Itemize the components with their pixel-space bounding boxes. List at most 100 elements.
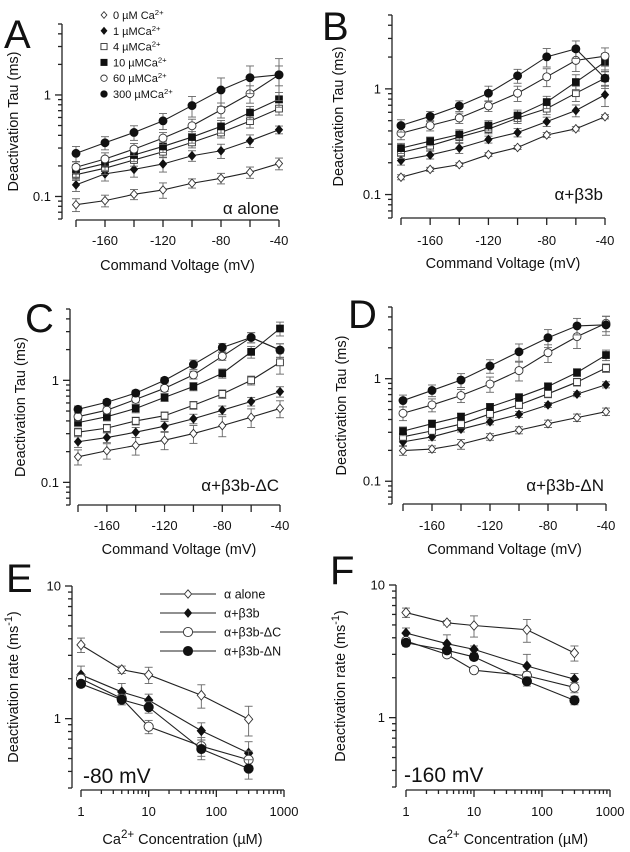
data-point — [398, 408, 408, 418]
panel-a: A 0.1 1 -160 -120 -80 -40 Command Voltage (mV) D… — [4, 13, 288, 274]
data-point — [601, 320, 611, 330]
legend-marker — [182, 626, 194, 638]
series-filled-circle — [396, 40, 610, 133]
data-point — [513, 71, 523, 81]
data-point — [513, 88, 523, 98]
legend-marker — [100, 74, 108, 82]
y-tick-label: 0.1 — [33, 189, 51, 204]
data-point — [572, 389, 582, 400]
panel-b: B 0.1 1 -160 -120 -80 -40 Command Voltage (mV) D… — [322, 5, 614, 272]
panel-annotation: α+β3b — [555, 185, 603, 204]
data-point — [196, 743, 207, 755]
legend-label: α+β3b-ΔN — [224, 645, 281, 659]
x-tick-label: -80 — [213, 518, 232, 533]
y-axis-title: Deactivation Tau (ms) — [331, 47, 347, 187]
data-point — [243, 763, 254, 774]
x-tick-label: -120 — [150, 233, 176, 248]
data-point — [276, 358, 284, 367]
series-filled-diamond — [396, 84, 610, 166]
series-line — [400, 116, 606, 178]
data-point — [486, 410, 494, 418]
data-point — [542, 72, 552, 82]
data-point — [399, 427, 407, 435]
data-point — [160, 383, 170, 393]
series-line — [77, 328, 281, 424]
series-line — [400, 61, 606, 149]
data-point — [514, 409, 524, 420]
data-point — [573, 378, 581, 386]
y-tick-label: 1 — [374, 81, 381, 96]
data-point — [441, 645, 452, 656]
data-point — [542, 116, 551, 127]
data-point — [425, 150, 435, 160]
data-point — [188, 133, 196, 141]
data-point — [274, 70, 284, 80]
legend-construct: α alone α+β3b α+β3b-ΔC α+β3b-ΔN — [160, 588, 281, 659]
series-open-square — [74, 352, 284, 438]
data-point — [484, 149, 493, 160]
data-point — [454, 101, 464, 111]
data-point — [514, 366, 524, 376]
data-point — [245, 167, 255, 178]
legend-label: α alone — [224, 588, 265, 602]
data-point — [73, 436, 83, 447]
y-tick-label: 0.1 — [41, 475, 59, 490]
data-point — [427, 400, 437, 410]
series-open-circle — [398, 315, 611, 422]
data-point — [158, 116, 168, 126]
series-filled-diamond — [73, 386, 285, 448]
y-axis-title: Deactivation Tau (ms) — [334, 336, 350, 476]
data-point — [116, 694, 127, 705]
data-point — [143, 669, 154, 681]
panel-annotation: α alone — [223, 199, 279, 218]
data-point — [569, 682, 580, 693]
data-point — [455, 130, 464, 139]
data-point — [398, 396, 408, 406]
data-point — [71, 148, 81, 158]
series-filled-circle — [75, 678, 254, 780]
series-filled-diamond — [398, 379, 611, 447]
x-tick-label: 100 — [531, 804, 553, 819]
data-point — [484, 121, 493, 130]
data-point — [100, 154, 110, 164]
data-point — [514, 425, 524, 436]
data-point — [442, 617, 452, 629]
data-point — [542, 130, 551, 140]
data-point — [275, 403, 285, 414]
data-point — [456, 439, 466, 450]
y-tick-label: 1 — [378, 710, 385, 725]
data-point — [216, 85, 226, 95]
y-tick-label: 10 — [371, 578, 385, 593]
data-point — [468, 651, 480, 662]
series-open-circle — [400, 635, 580, 694]
series-filled-square — [397, 53, 609, 154]
legend-label: α+β3b — [224, 607, 260, 621]
y-tick-label: 1 — [54, 711, 61, 726]
x-tick-label: -120 — [477, 518, 503, 533]
data-point — [246, 412, 256, 423]
data-point — [515, 393, 523, 402]
data-point — [247, 348, 255, 356]
data-point — [189, 382, 198, 391]
series-line — [75, 98, 280, 172]
data-point — [218, 420, 227, 431]
series-filled-circle — [400, 637, 580, 706]
y-tick-label: 0.1 — [363, 474, 381, 489]
data-point — [189, 401, 198, 410]
panel-letter: D — [348, 293, 377, 337]
series-filled-circle — [73, 332, 285, 414]
panel-annotation: -80 mV — [83, 765, 151, 788]
x-tick-label: -120 — [475, 233, 501, 248]
data-point — [485, 379, 495, 389]
data-point — [102, 405, 112, 415]
series-line — [400, 94, 606, 162]
data-point — [427, 431, 437, 442]
series-filled-square — [74, 321, 284, 427]
data-point — [276, 324, 284, 333]
y-axis-title: Deactivation rate (ms-1) — [3, 611, 22, 763]
data-point — [398, 445, 408, 456]
series-line — [402, 384, 607, 443]
series-filled-diamond — [401, 627, 580, 686]
data-point — [188, 370, 198, 380]
series-line — [80, 678, 249, 761]
